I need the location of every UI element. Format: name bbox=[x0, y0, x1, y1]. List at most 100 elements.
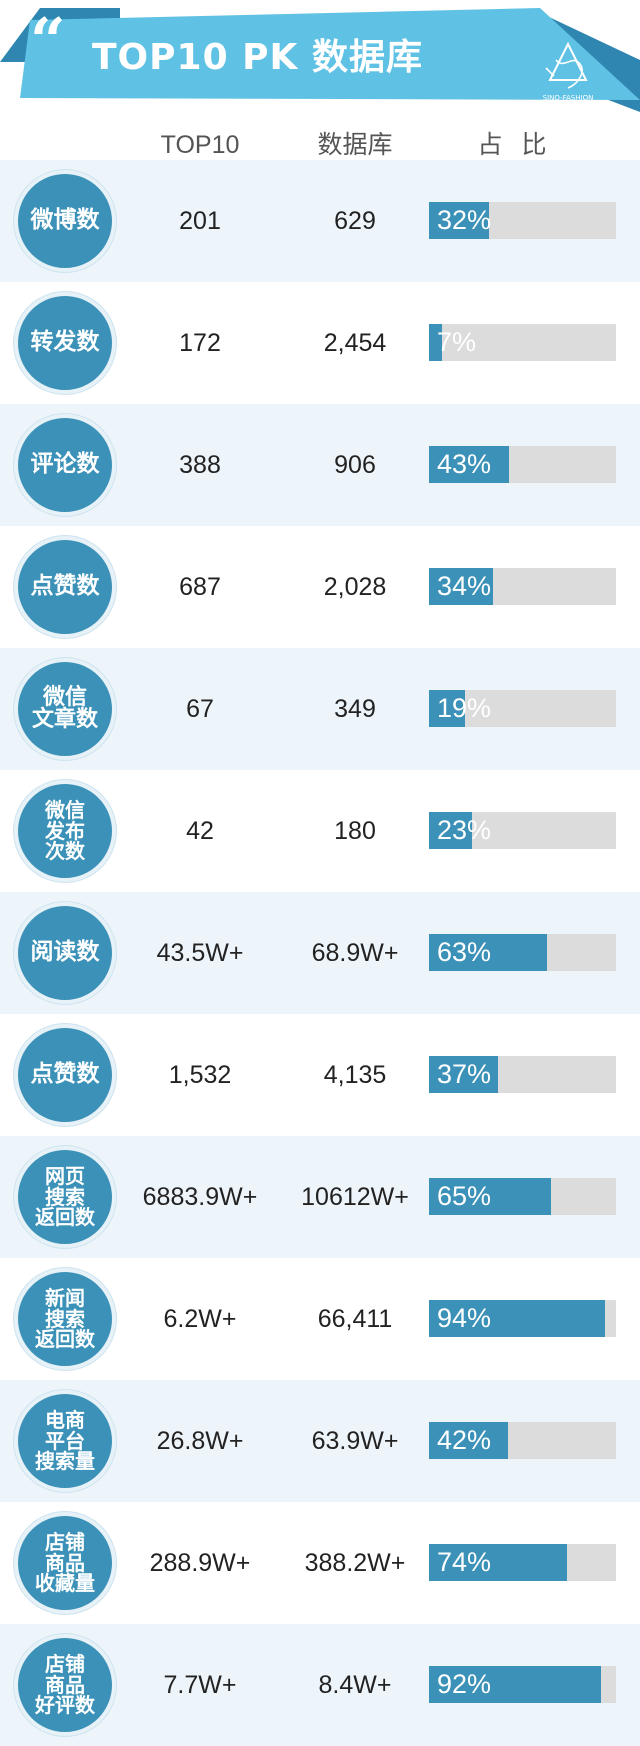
title-banner: “ TOP10 PK 数据库 SINO-FASHION bbox=[0, 0, 640, 150]
ratio-bar-track: 34% bbox=[429, 568, 616, 605]
metric-badge: 阅读数 bbox=[14, 902, 116, 1004]
ratio-bar bbox=[429, 324, 442, 361]
metric-badge: 微信 文章数 bbox=[14, 658, 116, 760]
top10-value: 687 bbox=[179, 573, 221, 601]
table-row: 点赞数 687 2,028 34% bbox=[0, 526, 640, 648]
ratio-bar-track: 63% bbox=[429, 934, 616, 971]
ratio-label: 34% bbox=[437, 571, 492, 601]
top10-value: 26.8W+ bbox=[156, 1427, 244, 1455]
logo-text: SINO-FASHION bbox=[542, 94, 594, 102]
table-row: 店铺 商品 收藏量 288.9W+ 388.2W+ 74% bbox=[0, 1502, 640, 1624]
ratio-label: 74% bbox=[437, 1547, 492, 1577]
sino-fashion-logo: SINO-FASHION bbox=[538, 40, 598, 108]
ratio-bar-track: 7% bbox=[429, 324, 616, 361]
ratio-label: 94% bbox=[437, 1303, 492, 1333]
top10-value: 42 bbox=[186, 817, 214, 845]
metric-badge: 新闻 搜索 返回数 bbox=[14, 1268, 116, 1370]
ratio-label: 37% bbox=[437, 1059, 492, 1089]
metric-label: 点赞数 bbox=[30, 573, 100, 600]
column-header-database: 数据库 bbox=[317, 131, 393, 159]
ratio-bar bbox=[429, 812, 472, 849]
metric-label: 店铺 商品 收藏量 bbox=[35, 1530, 95, 1596]
metric-label: 电商 平台 搜索量 bbox=[35, 1408, 95, 1474]
ratio-bar bbox=[429, 1666, 601, 1703]
metric-label: 评论数 bbox=[30, 451, 100, 478]
banner-ribbon-shape bbox=[0, 8, 640, 112]
table-row: 转发数 172 2,454 7% bbox=[0, 282, 640, 404]
ratio-bar bbox=[429, 690, 465, 727]
metric-badge: 店铺 商品 收藏量 bbox=[14, 1512, 116, 1614]
table-row: 网页 搜索 返回数 6883.9W+ 10612W+ 65% bbox=[0, 1136, 640, 1258]
ratio-label: 32% bbox=[437, 205, 492, 235]
ratio-bar-track: 43% bbox=[429, 446, 616, 483]
top10-value: 6.2W+ bbox=[163, 1305, 237, 1333]
ratio-label: 92% bbox=[437, 1669, 492, 1699]
metric-label: 网页 搜索 返回数 bbox=[35, 1164, 95, 1230]
ratio-label: 43% bbox=[437, 449, 492, 479]
database-value: 2,454 bbox=[323, 329, 387, 357]
ratio-bar-track: 19% bbox=[429, 690, 616, 727]
metric-label: 微信 文章数 bbox=[31, 684, 98, 732]
ratio-label: 19% bbox=[437, 693, 492, 723]
database-value: 349 bbox=[334, 695, 376, 723]
metric-badge: 电商 平台 搜索量 bbox=[14, 1390, 116, 1492]
metric-badge: 网页 搜索 返回数 bbox=[14, 1146, 116, 1248]
table-row: 微信 发布 次数 42 180 23% bbox=[0, 770, 640, 892]
ratio-bar-track: 65% bbox=[429, 1178, 616, 1215]
metric-badge: 评论数 bbox=[14, 414, 116, 516]
ratio-label: 7% bbox=[437, 327, 477, 357]
metric-badge: 微信 发布 次数 bbox=[14, 780, 116, 882]
top10-value: 6883.9W+ bbox=[142, 1183, 258, 1211]
metric-label: 新闻 搜索 返回数 bbox=[35, 1286, 95, 1352]
metric-label: 阅读数 bbox=[30, 939, 100, 966]
metric-badge: 点赞数 bbox=[14, 1024, 116, 1126]
database-value: 906 bbox=[334, 451, 376, 479]
ratio-bar-track: 92% bbox=[429, 1666, 616, 1703]
ratio-bar bbox=[429, 568, 493, 605]
database-value: 8.4W+ bbox=[318, 1671, 392, 1699]
ratio-bar-track: 23% bbox=[429, 812, 616, 849]
database-value: 4,135 bbox=[323, 1061, 387, 1089]
ratio-label: 65% bbox=[437, 1181, 492, 1211]
database-value: 68.9W+ bbox=[311, 939, 399, 967]
ratio-label: 42% bbox=[437, 1425, 492, 1455]
top10-value: 172 bbox=[179, 329, 221, 357]
column-header-ratio: 占 比 bbox=[477, 131, 553, 159]
page-title: TOP10 PK 数据库 bbox=[92, 37, 423, 78]
top10-value: 388 bbox=[179, 451, 221, 479]
database-value: 2,028 bbox=[323, 573, 387, 601]
ratio-bar bbox=[429, 1544, 567, 1581]
quote-mark-icon: “ bbox=[30, 4, 66, 77]
metric-label: 微信 发布 次数 bbox=[45, 798, 85, 864]
metric-label: 店铺 商品 好评数 bbox=[35, 1652, 95, 1718]
database-value: 10612W+ bbox=[301, 1183, 409, 1211]
metric-badge: 点赞数 bbox=[14, 536, 116, 638]
ratio-bar bbox=[429, 1300, 605, 1337]
table-row: 电商 平台 搜索量 26.8W+ 63.9W+ 42% bbox=[0, 1380, 640, 1502]
ratio-bar bbox=[429, 1178, 551, 1215]
metric-badge: 转发数 bbox=[14, 292, 116, 394]
ratio-bar-track: 42% bbox=[429, 1422, 616, 1459]
top10-value: 67 bbox=[186, 695, 214, 723]
column-header-top10: TOP10 bbox=[160, 131, 240, 159]
top10-value: 201 bbox=[179, 207, 221, 235]
table-row: 阅读数 43.5W+ 68.9W+ 63% bbox=[0, 892, 640, 1014]
top10-value: 43.5W+ bbox=[156, 939, 244, 967]
table-row: 点赞数 1,532 4,135 37% bbox=[0, 1014, 640, 1136]
database-value: 63.9W+ bbox=[311, 1427, 399, 1455]
metric-label: 转发数 bbox=[30, 329, 100, 356]
database-value: 388.2W+ bbox=[304, 1549, 406, 1577]
metric-badge: 店铺 商品 好评数 bbox=[14, 1634, 116, 1736]
top10-value: 7.7W+ bbox=[163, 1671, 237, 1699]
ratio-bar bbox=[429, 934, 547, 971]
table-row: 微信 文章数 67 349 19% bbox=[0, 648, 640, 770]
table-row: 微博数 201 629 32% bbox=[0, 160, 640, 282]
table-row: 评论数 388 906 43% bbox=[0, 404, 640, 526]
ratio-bar-track: 94% bbox=[429, 1300, 616, 1337]
ratio-bar-track: 74% bbox=[429, 1544, 616, 1581]
metric-label: 点赞数 bbox=[30, 1061, 100, 1088]
ratio-bar bbox=[429, 1056, 498, 1093]
table-row: 新闻 搜索 返回数 6.2W+ 66,411 94% bbox=[0, 1258, 640, 1380]
ratio-bar bbox=[429, 202, 489, 239]
ratio-bar bbox=[429, 446, 509, 483]
